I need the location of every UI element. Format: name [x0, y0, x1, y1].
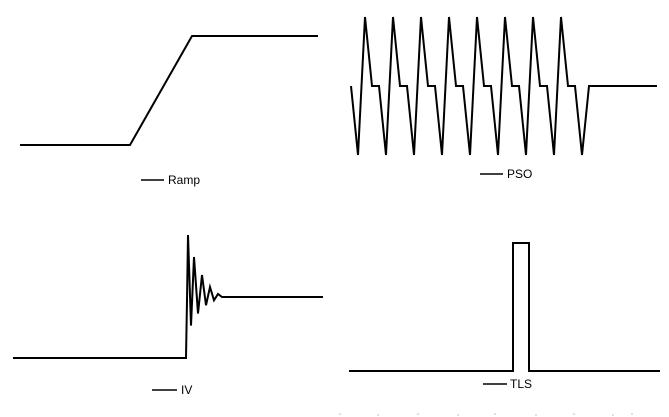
panel-pso: PSO — [350, 16, 657, 181]
ramp-legend-label: Ramp — [168, 173, 200, 187]
bottom-edge-dots — [339, 413, 633, 416]
bottom-dot — [612, 414, 614, 416]
bottom-dot — [339, 413, 341, 415]
bottom-dot — [494, 413, 496, 415]
pso-legend-label: PSO — [507, 167, 532, 181]
iv-legend-label: IV — [181, 383, 192, 397]
tls-legend-label: TLS — [510, 377, 532, 391]
bottom-dot — [377, 414, 379, 416]
tls-waveform — [349, 242, 660, 372]
panel-ramp: Ramp — [20, 35, 318, 187]
pso-waveform — [350, 16, 657, 156]
bottom-dot — [573, 413, 575, 415]
iv-waveform — [13, 234, 323, 359]
bottom-dot — [535, 414, 537, 416]
bottom-dot — [631, 413, 633, 415]
bottom-dot — [417, 413, 419, 415]
ramp-waveform — [20, 35, 318, 146]
bottom-dot — [457, 414, 459, 416]
panel-tls: TLS — [349, 242, 660, 391]
panel-iv: IV — [13, 234, 323, 397]
